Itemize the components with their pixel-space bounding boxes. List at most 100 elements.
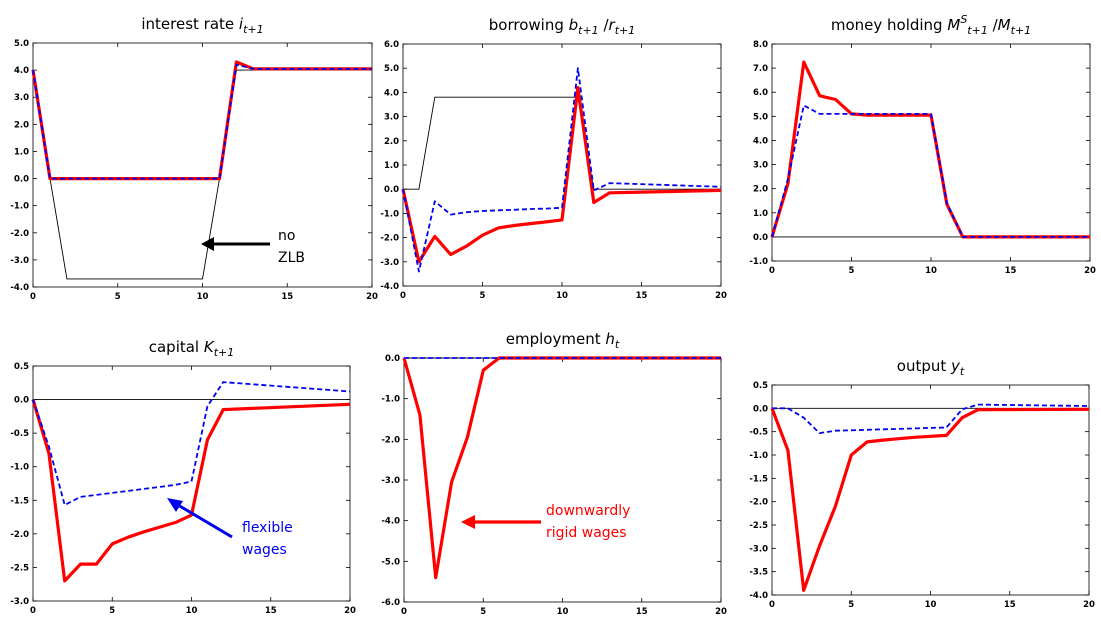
annotation-text: wages [242, 542, 287, 558]
series-line-blue [32, 381, 351, 506]
y-tick-label: 5.0 [384, 64, 399, 74]
y-tick-label: 1.0 [384, 161, 399, 171]
title-math2: r [609, 16, 616, 34]
annotation-text: flexible [242, 520, 293, 536]
y-tick-label: 0.0 [385, 354, 400, 364]
x-tick-label: 15 [281, 292, 293, 302]
y-tick-label: -1.0 [10, 463, 29, 473]
panel-title: output yt [897, 357, 965, 378]
y-tick-label: -3.5 [749, 568, 768, 578]
y-tick-label: -2.0 [380, 234, 399, 244]
title-sub2: t+1 [1011, 24, 1032, 37]
y-tick-label: 5.0 [14, 39, 29, 49]
plot-frame [32, 42, 373, 288]
title-math: h [605, 330, 615, 348]
y-tick-label: 2.0 [384, 137, 399, 147]
x-tick-label: 5 [115, 292, 121, 302]
x-tick-label: 20 [1084, 266, 1096, 276]
y-tick-label: 5.0 [753, 112, 768, 122]
series-line-red [31, 399, 351, 583]
series-line-red [770, 407, 1090, 592]
title-main: interest rate [141, 15, 239, 33]
title-sub: t+1 [243, 23, 264, 36]
annotation-arrow-head [201, 237, 214, 251]
y-tick-label: 8.0 [753, 40, 768, 50]
y-tick-label: -2.5 [749, 521, 768, 531]
y-tick-label: -2.0 [10, 229, 29, 239]
x-tick-label: 0 [400, 291, 406, 301]
y-tick-label: 0.0 [753, 233, 768, 243]
title-mid: / [993, 16, 999, 34]
annotation-text: downwardly [546, 503, 630, 519]
x-tick-label: 20 [715, 607, 727, 617]
y-tick-label: -0.5 [10, 429, 29, 439]
y-tick-label: 3.0 [384, 113, 399, 123]
y-tick-label: 1.0 [753, 209, 768, 219]
y-tick-label: -2.0 [10, 530, 29, 540]
y-tick-label: 0.0 [384, 185, 399, 195]
title-sup: S [960, 13, 967, 26]
title-math: K [204, 338, 215, 356]
title-sub2: t+1 [615, 24, 636, 37]
title-math2: M [998, 16, 1011, 34]
x-tick-label: 10 [557, 607, 569, 617]
x-tick-label: 15 [265, 606, 277, 616]
plot-frame [771, 43, 1091, 262]
annotation: downwardly rigid wages [461, 503, 630, 541]
x-tick-label: 10 [186, 606, 198, 616]
x-tick-label: 20 [344, 606, 356, 616]
panel-title: money holding MSt+1 /Mt+1 [831, 13, 1031, 37]
y-tick-label: -1.0 [749, 451, 768, 461]
y-tick-label: -4.0 [749, 591, 768, 601]
title-sub: t+1 [578, 24, 599, 37]
series-line-blue [771, 104, 1090, 238]
y-tick-label: -5.0 [381, 557, 400, 567]
y-tick-label: -1.0 [749, 257, 768, 267]
annotation-text: no [278, 228, 295, 244]
panel-6: output yt 0.5 0.0 -0.5 -1.0 -1.5 -2.0 -2.5 -3.0… [749, 357, 1095, 610]
title-math: i [239, 15, 244, 33]
x-tick-label: 15 [1005, 266, 1017, 276]
panel-4: capital Kt+1 0.5 0.0 -0.5 -1.0 -1.5 -2.0 -2.5 -… [10, 338, 356, 616]
series-line-blue [772, 403, 1090, 435]
y-tick-label: -3.0 [10, 597, 29, 607]
y-tick-label: 4.0 [384, 88, 399, 98]
panel-2: borrowing bt+1 /rt+16.05.04.03.02.01.00.… [380, 16, 727, 301]
y-tick-label: -4.0 [10, 283, 29, 293]
title-math: b [569, 16, 579, 34]
x-tick-label: 5 [849, 266, 855, 276]
y-tick-label: -2.5 [10, 563, 29, 573]
annotation-arrow-head [461, 515, 475, 529]
y-tick-label: -1.0 [380, 209, 399, 219]
y-tick-label: -1.0 [10, 202, 29, 212]
y-tick-label: 3.0 [753, 161, 768, 171]
title-math: M [947, 16, 960, 34]
panel-title: borrowing bt+1 /rt+1 [489, 16, 635, 37]
y-tick-label: 0.0 [14, 396, 29, 406]
y-tick-label: -6.0 [381, 598, 400, 608]
y-tick-label: -3.0 [10, 256, 29, 266]
y-tick-label: 4.0 [753, 136, 768, 146]
series-line-red [770, 60, 1090, 239]
panel-title: employment ht [506, 330, 620, 351]
series-line-black [32, 69, 372, 280]
title-mid: / [603, 16, 609, 34]
annotation: flexible wages [167, 498, 293, 558]
title-sub: t+1 [214, 346, 235, 359]
y-tick-label: 6.0 [753, 88, 768, 98]
y-tick-label: -3.0 [749, 544, 768, 554]
y-tick-label: 4.0 [14, 66, 29, 76]
x-tick-label: 10 [925, 600, 937, 610]
series-line-black [403, 96, 721, 190]
panel-1: interest rate it+1 5.0 4.0 3.0 2.0 1.0 0.0 -1.… [10, 15, 378, 302]
y-tick-label: 2.0 [14, 120, 29, 130]
title-main: money holding [831, 16, 948, 34]
y-tick-label: -1.0 [381, 395, 400, 405]
title-sub: t [615, 338, 620, 351]
x-tick-label: 15 [1004, 600, 1016, 610]
y-tick-label: 7.0 [753, 64, 768, 74]
x-tick-label: 0 [401, 607, 407, 617]
y-tick-label: 3.0 [14, 93, 29, 103]
title-main: employment [506, 330, 606, 348]
panel-5: employment ht 0.0 -1.0 -2.0 -3.0 -4.0 -5.0 -6.… [381, 330, 727, 617]
